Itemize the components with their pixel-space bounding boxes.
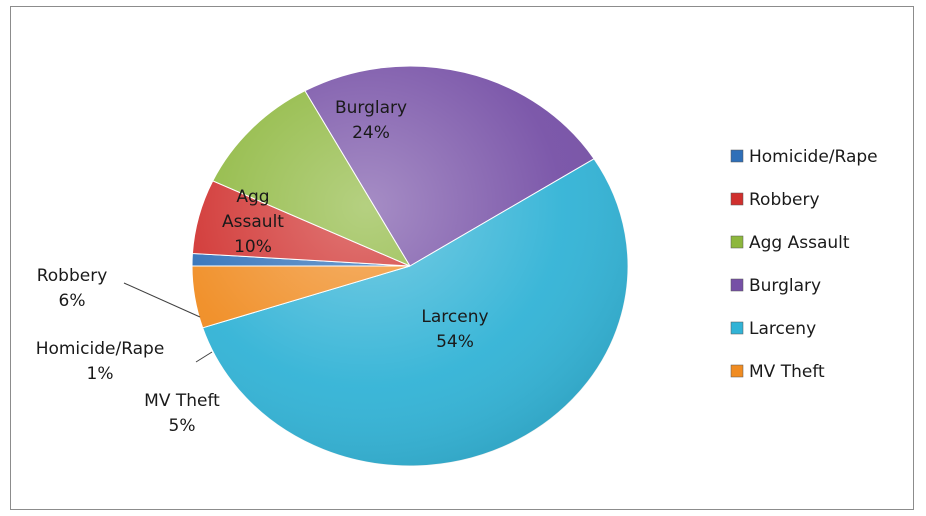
legend-label-mv-theft: MV Theft	[749, 362, 825, 382]
legend-swatch-agg-assault	[730, 235, 744, 249]
leader-line-robbery	[123, 282, 201, 318]
data-label-percent-homicide-rape: 1%	[87, 364, 114, 384]
data-label-name-burglary: Burglary	[335, 98, 407, 118]
data-label-name-homicide-rape: Homicide/Rape	[36, 339, 165, 359]
data-label-name-robbery: Robbery	[37, 266, 108, 286]
legend-label-robbery: Robbery	[749, 190, 820, 210]
data-label-name-agg-assault: Assault	[222, 212, 284, 232]
legend: Homicide/Rape Robbery Agg Assault Burglary L…	[730, 147, 878, 382]
legend-swatch-burglary	[730, 278, 744, 292]
legend-swatch-homicide-rape	[730, 149, 744, 163]
data-label-name-larceny: Larceny	[421, 307, 488, 327]
legend-label-agg-assault: Agg Assault	[749, 233, 850, 253]
leader-line-homicide-rape	[195, 351, 213, 363]
data-label-percent-robbery: 6%	[59, 291, 86, 311]
legend-label-homicide-rape: Homicide/Rape	[749, 147, 878, 167]
leader-lines	[123, 282, 213, 363]
data-label-percent-burglary: 24%	[352, 123, 390, 143]
legend-swatch-larceny	[730, 321, 744, 335]
legend-label-larceny: Larceny	[749, 319, 816, 339]
data-label-name-mv-theft: MV Theft	[144, 391, 220, 411]
data-labels: Homicide/Rape 1% Robbery 6% Agg Assault 10% Bur…	[36, 98, 489, 436]
pie-slices	[191, 65, 629, 467]
data-label-percent-larceny: 54%	[436, 332, 474, 352]
legend-swatch-robbery	[730, 192, 744, 206]
data-label-percent-mv-theft: 5%	[169, 416, 196, 436]
legend-label-burglary: Burglary	[749, 276, 821, 296]
data-label-percent-agg-assault: 10%	[234, 237, 272, 257]
data-label-name-agg-assault: Agg	[236, 187, 269, 207]
legend-swatch-mv-theft	[730, 364, 744, 378]
